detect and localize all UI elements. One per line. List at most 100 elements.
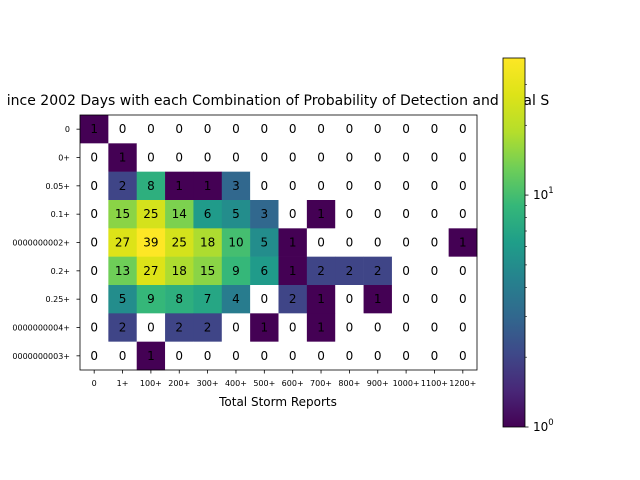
cell-value-label: 0	[232, 349, 240, 363]
heatmap-cell	[391, 256, 421, 286]
heatmap-cell	[193, 285, 223, 314]
cell-value-label: 0	[317, 179, 325, 193]
cell-value-label: 0	[431, 292, 439, 306]
cell-value-label: 0	[431, 349, 439, 363]
cell-value-label: 0	[459, 264, 467, 278]
x-axis-ticks: 0 1+ 100+ 200+ 300+ 400+ 500+ 600+ 700+ 800+ 900+ 1…	[92, 370, 476, 388]
x-tick-label: 500+	[253, 379, 275, 388]
heatmap-cell	[391, 341, 421, 371]
heatmap-cell	[80, 200, 109, 229]
heatmap-cell	[80, 228, 109, 257]
cell-value-label: 0	[90, 321, 98, 335]
heatmap-cell	[448, 200, 478, 229]
heatmap-cell	[221, 313, 251, 342]
cell-value-label: 3	[232, 179, 240, 193]
heatmap-cell	[306, 115, 336, 144]
heatmap-cell	[108, 228, 138, 257]
heatmap-cell	[306, 171, 336, 201]
cell-value-label: 0	[175, 122, 183, 136]
heatmap-cell	[448, 228, 478, 257]
heatmap-cell	[278, 171, 308, 201]
heatmap-cell	[335, 115, 364, 144]
heatmap-cell	[420, 143, 449, 172]
heatmap-cell	[221, 341, 251, 371]
heatmap-cell	[306, 200, 336, 229]
heatmap-cell	[250, 228, 279, 257]
cell-value-label: 14	[172, 207, 187, 221]
cell-value-label: 0	[90, 292, 98, 306]
cell-value-label: 25	[172, 236, 187, 250]
cell-value-label: 10	[228, 236, 243, 250]
cell-value-label: 0	[402, 236, 410, 250]
cell-value-label: 0	[232, 321, 240, 335]
cell-value-label: 0	[119, 349, 127, 363]
cell-value-label: 0	[261, 122, 269, 136]
cell-value-label: 0	[431, 122, 439, 136]
heatmap-cell	[136, 285, 166, 314]
cell-value-label: 1	[374, 292, 382, 306]
heatmap-cell	[165, 200, 194, 229]
cell-value-label: 0	[402, 122, 410, 136]
heatmap-cell	[193, 200, 223, 229]
cell-value-label: 0	[431, 207, 439, 221]
heatmap-cell	[278, 143, 308, 172]
heatmap-cell	[250, 341, 279, 371]
heatmap-cell	[193, 171, 223, 201]
heatmap-cell	[80, 341, 109, 371]
cell-value-label: 13	[115, 264, 130, 278]
heatmap-cell	[306, 341, 336, 371]
heatmap-cell	[363, 285, 393, 314]
cell-value-label: 8	[175, 292, 183, 306]
cell-value-label: 0	[431, 236, 439, 250]
heatmap-cell	[363, 256, 393, 286]
heatmap-cell	[306, 256, 336, 286]
cell-value-label: 0	[90, 179, 98, 193]
cell-value-label: 0	[175, 151, 183, 165]
heatmap-cell	[165, 228, 194, 257]
cell-value-label: 0	[289, 179, 297, 193]
y-axis-ticks: 0 0+ 0.05+ 0.1+ 0000000002+ 0.2+ 0.25+ 00000000…	[12, 125, 80, 361]
cell-value-label: 0	[90, 349, 98, 363]
cell-value-label: 0	[289, 349, 297, 363]
cell-value-label: 2	[374, 264, 382, 278]
heatmap-cell	[80, 256, 109, 286]
heatmap-cell	[250, 313, 279, 342]
cell-value-label: 0	[459, 292, 467, 306]
heatmap-cell	[136, 228, 166, 257]
cell-value-label: 18	[200, 236, 215, 250]
heatmap-cell	[448, 115, 478, 144]
heatmap-cell	[80, 171, 109, 201]
x-tick-label: 400+	[225, 379, 247, 388]
cell-value-label: 2	[317, 264, 325, 278]
cell-value-label: 0	[261, 349, 269, 363]
heatmap-cell	[221, 171, 251, 201]
heatmap-cell	[363, 115, 393, 144]
cell-value-label: 1	[261, 321, 269, 335]
cell-value-label: 0	[204, 151, 212, 165]
cell-value-label: 0	[147, 122, 155, 136]
cell-value-label: 2	[289, 292, 297, 306]
heatmap-cell	[165, 341, 194, 371]
cell-value-label: 0	[90, 151, 98, 165]
cell-value-label: 39	[143, 236, 158, 250]
cell-value-label: 0	[289, 122, 297, 136]
heatmap-cell	[221, 228, 251, 257]
cell-value-label: 0	[261, 179, 269, 193]
cell-value-label: 0	[317, 349, 325, 363]
heatmap-cell	[335, 200, 364, 229]
cell-value-label: 1	[459, 236, 467, 250]
heatmap-cell	[420, 313, 449, 342]
heatmap-cell	[250, 256, 279, 286]
heatmap-cell	[250, 115, 279, 144]
x-tick-label: 1+	[117, 379, 129, 388]
cell-value-label: 1	[317, 321, 325, 335]
heatmap-cell	[193, 313, 223, 342]
cell-value-label: 0	[119, 122, 127, 136]
heatmap-cell	[420, 285, 449, 314]
cell-value-label: 6	[261, 264, 269, 278]
heatmap-cell	[306, 228, 336, 257]
heatmap-cell	[165, 285, 194, 314]
heatmap-cell-labels: 1 0 0 0 0 0 0 0 0 0 0 0 0 00 1 0 0 0 0 0 0 0 0 0 0 0 00 2 8 1 1 3 0 0 0 0 0 0…	[90, 122, 466, 363]
heatmap-cell	[363, 200, 393, 229]
cell-value-label: 0	[459, 122, 467, 136]
